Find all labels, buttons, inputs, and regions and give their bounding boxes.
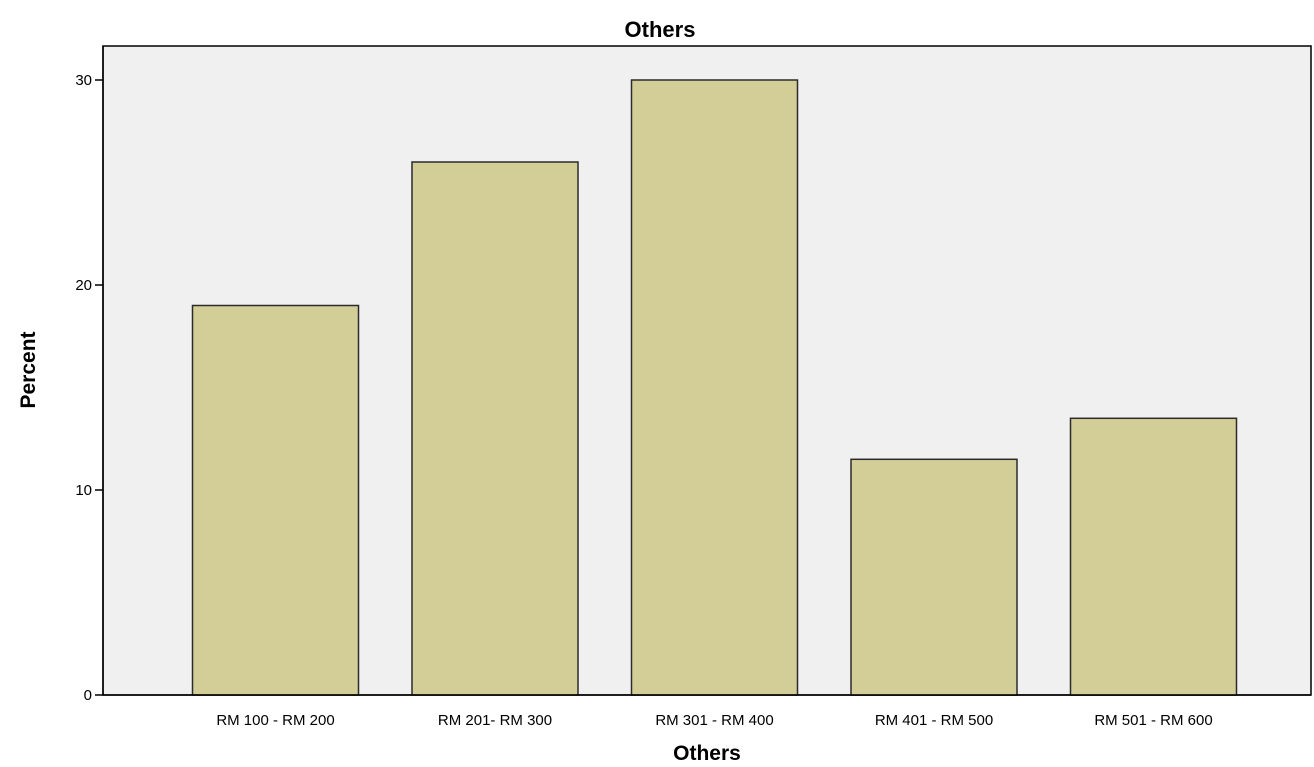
y-tick-label: 10 xyxy=(75,482,92,499)
x-axis-title: Others xyxy=(673,742,741,765)
bar-3 xyxy=(630,79,799,696)
bar-2 xyxy=(411,161,579,696)
y-tick-label: 30 xyxy=(75,72,92,89)
y-axis-title: Percent xyxy=(17,331,40,408)
bar-5 xyxy=(1069,417,1238,696)
x-tick-label: RM 100 - RM 200 xyxy=(216,712,334,729)
x-tick-label: RM 301 - RM 400 xyxy=(655,712,773,729)
x-tick-label: RM 501 - RM 600 xyxy=(1094,712,1212,729)
y-axis-ticks: 0 10 20 30 xyxy=(75,72,103,704)
bar-4 xyxy=(850,458,1018,696)
x-tick-label: RM 401 - RM 500 xyxy=(875,712,993,729)
y-tick-label: 20 xyxy=(75,277,92,294)
x-tick-label: RM 201- RM 300 xyxy=(438,712,552,729)
bar-1 xyxy=(191,304,360,696)
y-tick-label: 0 xyxy=(84,687,92,704)
bars-group xyxy=(191,79,1238,696)
chart-title: Others xyxy=(625,17,696,42)
x-axis-tick-labels: RM 100 - RM 200 RM 201- RM 300 RM 301 - RM… xyxy=(216,712,1212,729)
